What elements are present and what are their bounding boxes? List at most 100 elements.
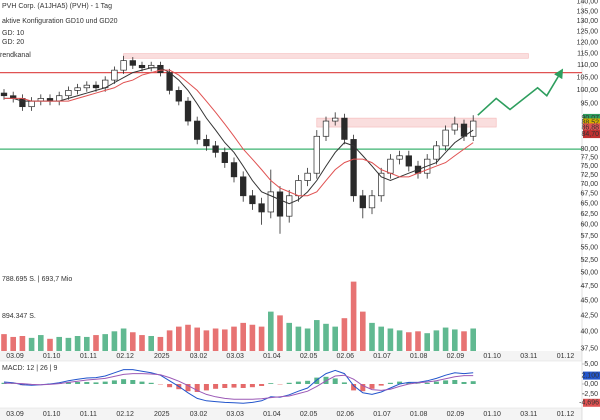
macd-histogram-bar [295, 381, 301, 384]
x-tick-label: 01.04 [263, 411, 281, 418]
candle-body [203, 139, 210, 147]
volume-bar [470, 328, 476, 351]
candle-body [184, 100, 192, 122]
candle-body [267, 191, 274, 213]
price-tag [583, 123, 600, 132]
macd-histogram-bar [461, 382, 467, 384]
moving-average [4, 69, 474, 197]
candle-body [92, 84, 100, 89]
y-tick-label: 67,50 [580, 191, 598, 198]
volume-bar [452, 329, 458, 351]
x-tick-label: 01.12 [557, 353, 575, 360]
price-tag-label: 2,100 [581, 372, 599, 379]
projection-arrow [477, 68, 564, 116]
volume-bar [47, 338, 53, 351]
price-tag [583, 130, 600, 139]
volume-bar [332, 326, 338, 351]
macd-histogram-bar [75, 382, 81, 384]
volume-bar [424, 333, 430, 351]
macd-histogram-bar [305, 380, 311, 384]
x-tick-label: 01.08 [410, 411, 428, 418]
resistance-zone [316, 117, 497, 128]
macd-histogram-bar [268, 383, 274, 384]
candle-body [65, 90, 72, 97]
volume-bar [102, 334, 108, 351]
volume-bar [56, 336, 62, 351]
volume-bar [442, 327, 449, 351]
candle-body [230, 162, 238, 178]
chart-subtitle: aktive Konfiguration GD10 und GD20 [2, 18, 118, 25]
candle-body [194, 120, 201, 140]
x-tick-label: 02.05 [300, 353, 318, 360]
volume-bar [74, 336, 81, 351]
volume-bar [378, 326, 384, 351]
price-tag [583, 118, 600, 127]
candle-body [359, 195, 366, 209]
x-tick-label: 01.07 [373, 353, 391, 360]
volume-bar [277, 315, 283, 351]
x-tick-label: 03.11 [520, 411, 537, 418]
candle-body [138, 64, 146, 69]
price-tag-label: 88,52 [581, 119, 599, 126]
x-tick-label: 02.06 [337, 353, 355, 360]
y-tick-label: 115,00 [577, 50, 598, 57]
volume-label: 788.695 S. | 693,7 Mio [2, 276, 72, 283]
candle-body [175, 90, 182, 102]
macd-histogram-bar [167, 384, 173, 388]
volume-bar [111, 331, 118, 351]
macd-histogram-bar [93, 382, 99, 384]
macd-histogram-bar [203, 384, 209, 391]
candle-body [396, 155, 403, 160]
x-tick-label: 01.07 [373, 411, 391, 418]
legend-label: GD: 10 [2, 30, 24, 37]
y-tick-label: 95,00 [580, 101, 598, 108]
x-tick-label: 03.09 [6, 411, 24, 418]
candle-body [249, 195, 256, 205]
macd-histogram-bar [360, 384, 366, 392]
volume-bar [258, 326, 265, 351]
macd-histogram-bar [102, 381, 108, 384]
macd-histogram-bar [286, 382, 292, 384]
x-tick-label: 01.04 [263, 353, 281, 360]
y-tick-label: 55,00 [580, 245, 598, 252]
date-strip [0, 408, 582, 420]
volume-bar [369, 322, 375, 351]
macd-histogram-bar [369, 384, 375, 389]
x-tick-label: 03.03 [226, 353, 244, 360]
y-tick-label: 62,50 [580, 211, 598, 218]
macd-histogram-bar [470, 381, 476, 384]
resistance-zone [123, 53, 529, 59]
volume-bar [314, 320, 320, 351]
macd-histogram-bar [378, 384, 384, 386]
x-tick-label: 01.10 [483, 411, 501, 418]
candle-body [0, 92, 8, 97]
candle-body [221, 152, 228, 163]
price-tag [583, 113, 600, 122]
macd-histogram-bar [185, 384, 191, 392]
macd-histogram-bar [443, 380, 449, 384]
macd-histogram-bar [332, 378, 338, 384]
x-tick-label: 03.03 [226, 411, 244, 418]
candle-body [368, 195, 376, 209]
signal-line [4, 373, 474, 400]
volume-bar [240, 322, 246, 351]
candle-body [350, 139, 357, 197]
x-tick-label: 03.02 [190, 411, 208, 418]
volume-bar [286, 322, 292, 351]
x-tick-label: 03.09 [6, 353, 24, 360]
y2-tick-label: -2,50 [582, 391, 598, 398]
volume-bar [249, 324, 256, 351]
candle-body [83, 84, 90, 89]
y2-tick-label: 5,00 [584, 361, 598, 368]
y-tick-label: 105,00 [577, 74, 599, 81]
candle-body [332, 117, 339, 122]
candle-body [341, 117, 348, 140]
candle-body [451, 123, 458, 131]
x-tick-label: 01.10 [483, 353, 501, 360]
volume-bar [222, 329, 228, 351]
volume-bar [28, 337, 35, 351]
y-tick-label: 70,00 [580, 181, 598, 188]
y-tick-label: 75,00 [580, 163, 598, 170]
y-tick-label: 130,00 [577, 18, 599, 25]
y-tick-label: 40,00 [580, 328, 598, 335]
